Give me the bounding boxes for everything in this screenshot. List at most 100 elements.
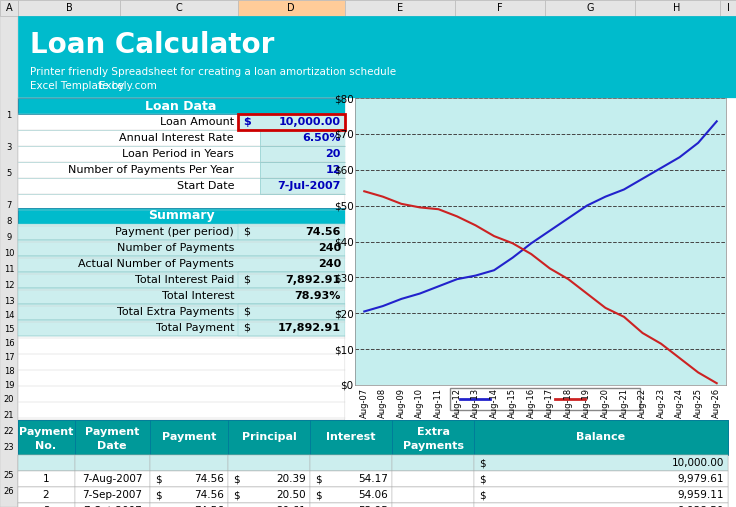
Text: 10,000.00: 10,000.00 <box>672 458 724 468</box>
Bar <box>474 487 728 503</box>
Text: 53.95: 53.95 <box>358 506 388 507</box>
Text: Extra: Extra <box>417 427 450 437</box>
Bar <box>75 455 150 471</box>
Text: Excely.com: Excely.com <box>99 81 157 91</box>
Bar <box>120 0 238 16</box>
Bar <box>18 304 345 320</box>
Text: 9: 9 <box>7 234 12 242</box>
Bar <box>720 0 736 16</box>
Text: 240: 240 <box>318 259 341 269</box>
Bar <box>150 487 228 503</box>
Text: Balance: Balance <box>576 432 626 442</box>
Text: 20.39: 20.39 <box>276 474 306 484</box>
Text: Total Interest Paid: Total Interest Paid <box>135 275 234 285</box>
Text: 17: 17 <box>4 353 14 363</box>
Bar <box>228 471 310 487</box>
Text: 6.50%: 6.50% <box>302 133 341 143</box>
Text: $: $ <box>479 474 486 484</box>
Text: Actual Number of Payments: Actual Number of Payments <box>78 259 234 269</box>
Bar <box>228 487 310 503</box>
Text: 5: 5 <box>7 169 12 178</box>
Text: 54.06: 54.06 <box>358 490 388 500</box>
Bar <box>18 208 345 224</box>
Bar <box>228 503 310 507</box>
Bar <box>18 240 345 256</box>
Text: G: G <box>587 3 594 13</box>
Bar <box>18 420 728 455</box>
Text: Payment (per period): Payment (per period) <box>116 227 234 237</box>
Bar <box>150 503 228 507</box>
Text: Excel Template by: Excel Template by <box>30 81 127 91</box>
Text: 14: 14 <box>4 311 14 320</box>
Text: Loan Period in Years: Loan Period in Years <box>122 149 234 159</box>
Bar <box>238 304 345 320</box>
Bar <box>18 256 345 272</box>
Text: Number of Payments: Number of Payments <box>116 243 234 253</box>
Text: 12: 12 <box>325 165 341 175</box>
Bar <box>18 503 728 507</box>
Text: $: $ <box>155 474 162 484</box>
Text: 11: 11 <box>4 266 14 274</box>
Text: E: E <box>397 3 403 13</box>
Text: Payments: Payments <box>403 441 464 451</box>
Text: $: $ <box>243 117 251 127</box>
Text: 74.56: 74.56 <box>194 490 224 500</box>
Text: $: $ <box>315 474 322 484</box>
Text: 17,892.91: 17,892.91 <box>278 323 341 333</box>
Bar <box>18 320 345 336</box>
Text: Total Interest: Total Interest <box>161 291 234 301</box>
Text: 74.56: 74.56 <box>194 474 224 484</box>
Text: 18: 18 <box>4 368 14 377</box>
Text: 8: 8 <box>7 218 12 227</box>
Text: Payment: Payment <box>162 432 216 442</box>
Text: C: C <box>176 3 183 13</box>
Text: Payment: Payment <box>85 427 139 437</box>
Text: 2: 2 <box>43 490 49 500</box>
Text: 54.17: 54.17 <box>358 474 388 484</box>
Bar <box>228 420 310 455</box>
Bar <box>260 162 345 178</box>
Text: Principal: Principal <box>494 394 542 404</box>
Bar <box>345 98 736 420</box>
Bar <box>228 455 310 471</box>
Bar <box>474 503 728 507</box>
Bar <box>75 503 150 507</box>
Bar <box>18 16 736 98</box>
Bar <box>260 130 345 146</box>
Bar <box>0 0 18 16</box>
Bar <box>238 114 345 130</box>
Text: 15: 15 <box>4 325 14 335</box>
Text: $: $ <box>243 323 250 333</box>
Text: 7-Aug-2007: 7-Aug-2007 <box>82 474 142 484</box>
Bar <box>18 471 75 487</box>
Bar <box>635 0 720 16</box>
Text: 20.50: 20.50 <box>277 490 306 500</box>
Text: Principal: Principal <box>241 432 297 442</box>
Text: $: $ <box>155 490 162 500</box>
Text: 10: 10 <box>4 249 14 259</box>
Bar <box>18 0 120 16</box>
Bar <box>150 455 228 471</box>
Text: F: F <box>498 3 503 13</box>
Bar <box>545 0 635 16</box>
Text: 7,892.91: 7,892.91 <box>286 275 341 285</box>
Text: $: $ <box>243 227 250 237</box>
Text: 19: 19 <box>4 381 14 390</box>
Text: 9,959.11: 9,959.11 <box>678 490 724 500</box>
Text: No.: No. <box>35 441 57 451</box>
Bar <box>474 420 728 455</box>
Bar <box>150 420 228 455</box>
Text: Interest: Interest <box>326 432 376 442</box>
Text: Loan Calculator: Loan Calculator <box>30 31 275 59</box>
Text: 16: 16 <box>4 340 14 348</box>
Text: $: $ <box>243 275 250 285</box>
Text: Annual Interest Rate: Annual Interest Rate <box>119 133 234 143</box>
Bar <box>18 487 75 503</box>
Bar <box>310 487 392 503</box>
Text: 10,000.00: 10,000.00 <box>279 117 341 127</box>
Bar <box>310 420 392 455</box>
Text: 9,938.50: 9,938.50 <box>678 506 724 507</box>
Text: Total Payment: Total Payment <box>155 323 234 333</box>
Text: 7-Jul-2007: 7-Jul-2007 <box>277 181 341 191</box>
Text: 21: 21 <box>4 412 14 420</box>
